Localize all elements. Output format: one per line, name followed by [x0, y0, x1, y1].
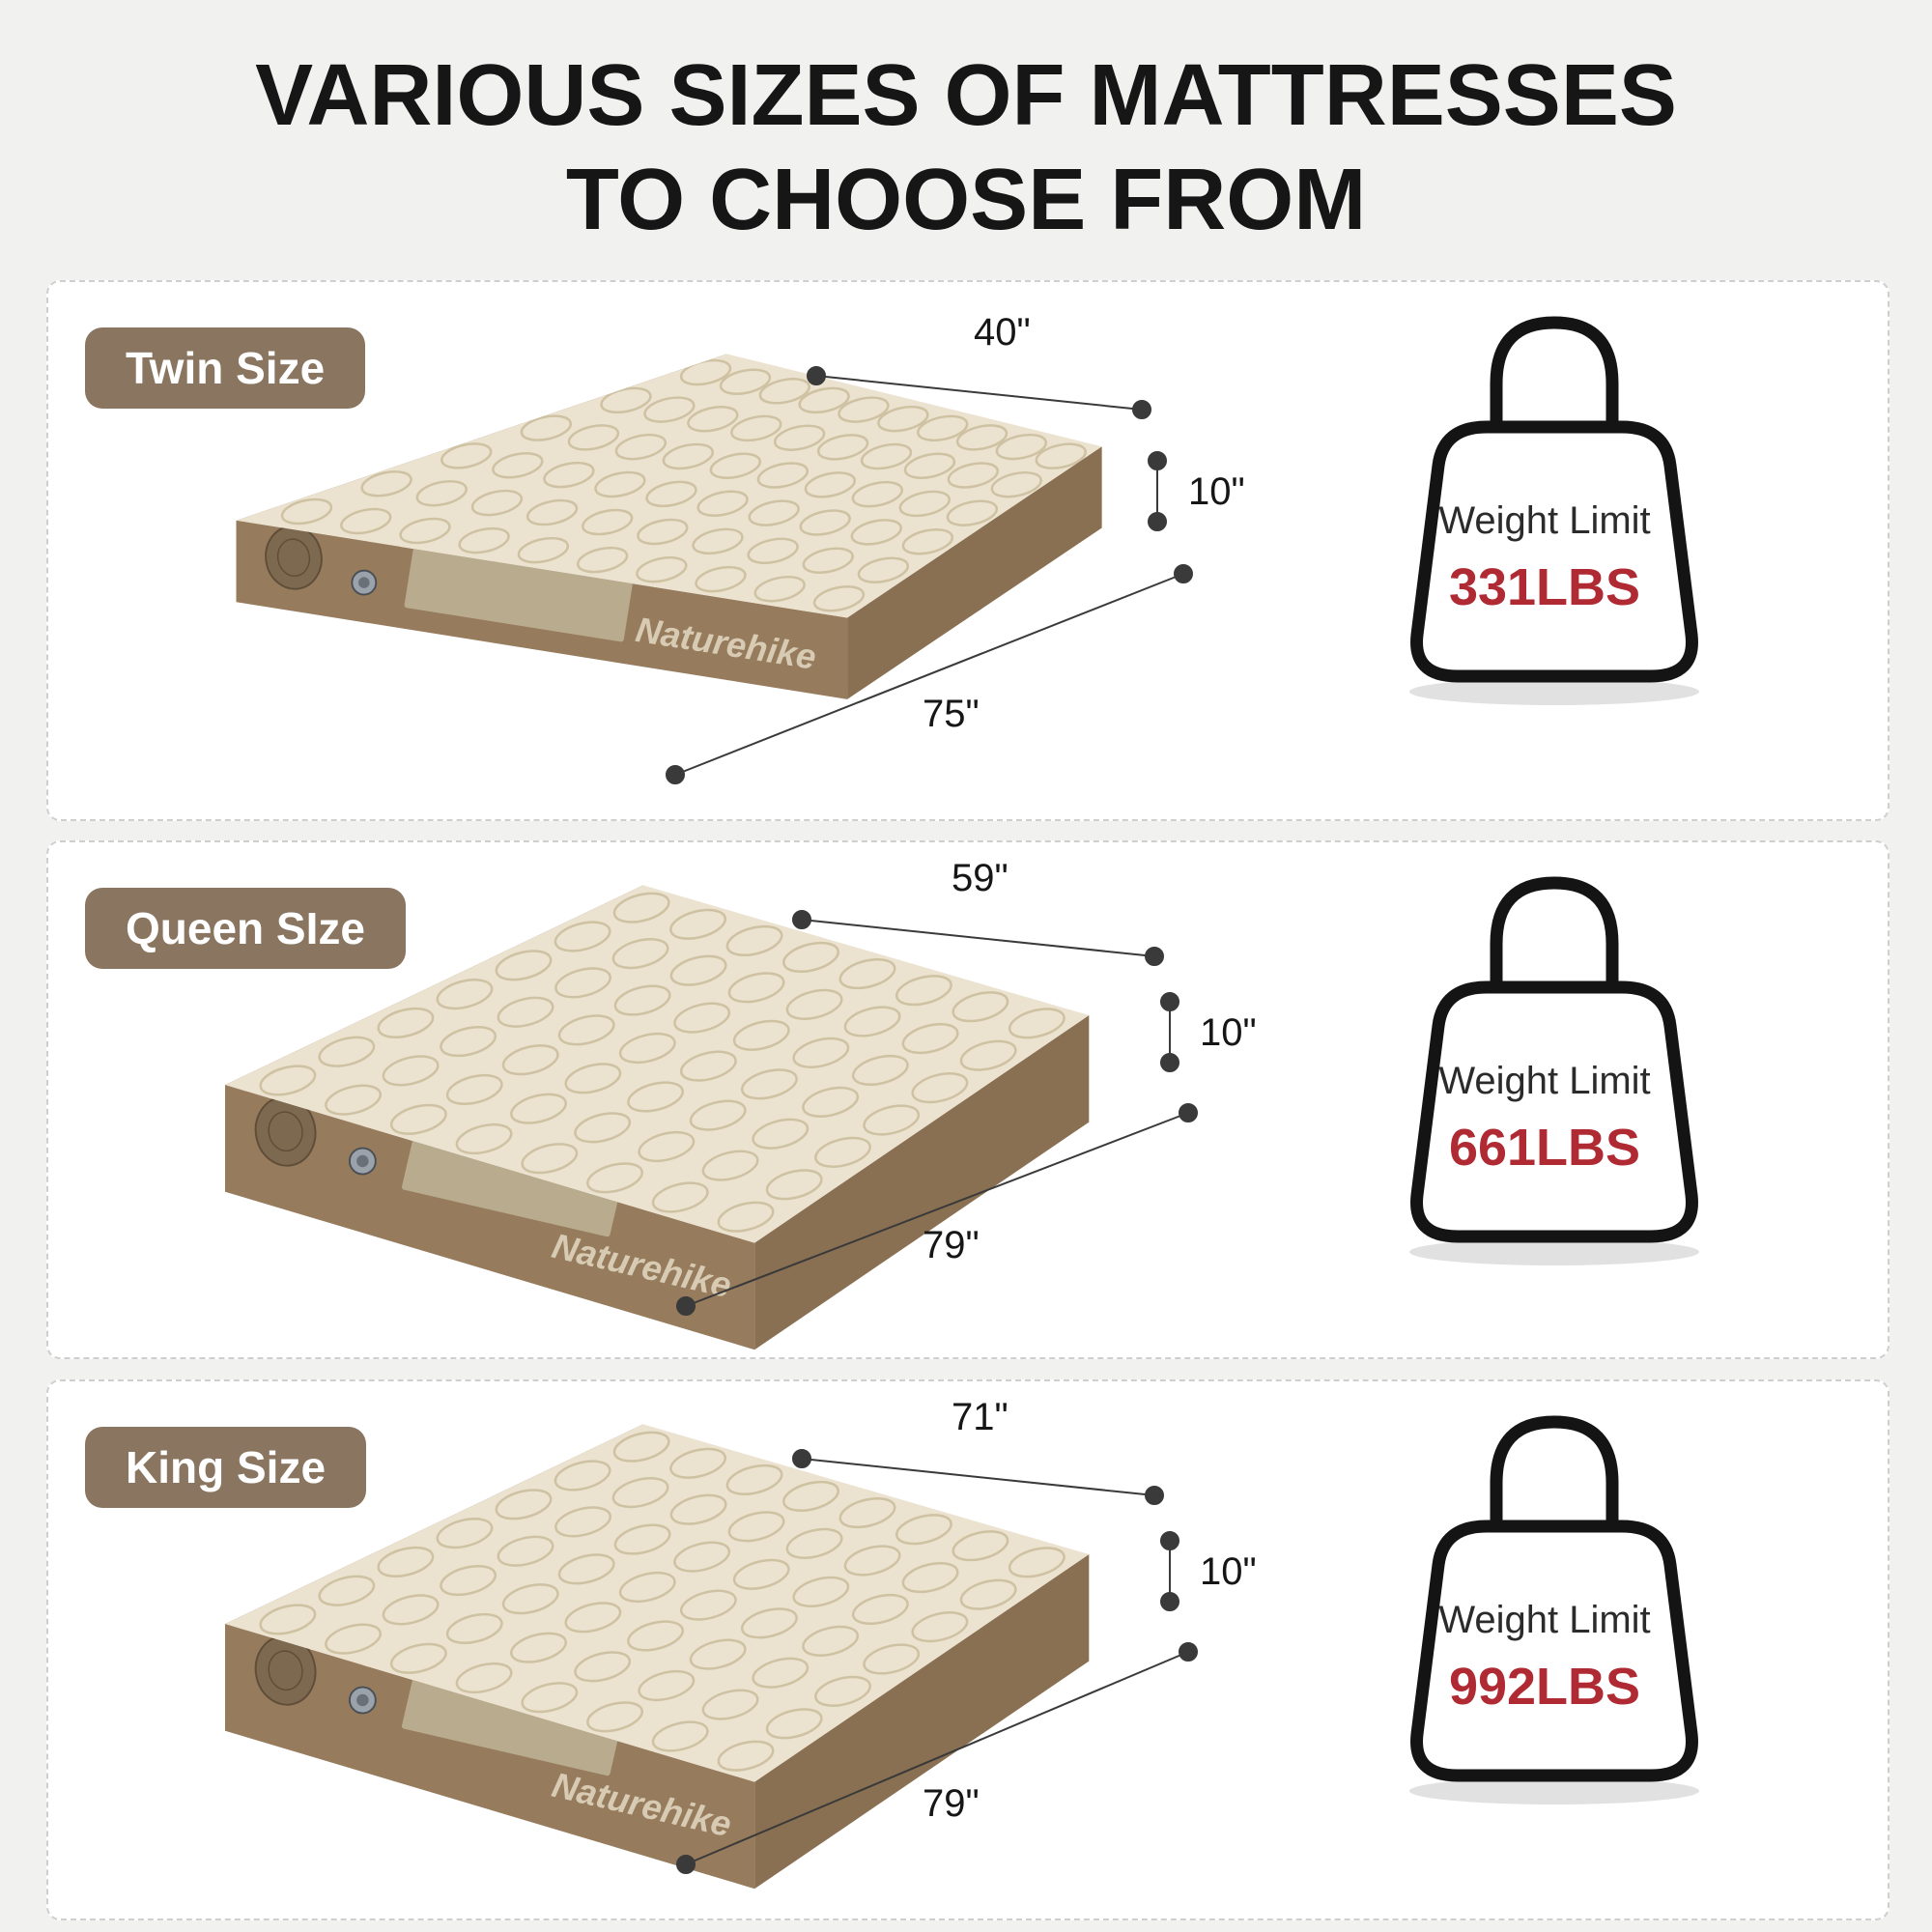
svg-text:10": 10": [1200, 1011, 1257, 1054]
svg-text:79": 79": [923, 1782, 980, 1825]
svg-text:40": 40": [974, 311, 1031, 354]
svg-text:59": 59": [952, 857, 1009, 899]
svg-text:75": 75": [923, 693, 980, 735]
svg-text:71": 71": [952, 1396, 1009, 1438]
svg-text:10": 10": [1200, 1550, 1257, 1593]
svg-text:10": 10": [1188, 470, 1245, 513]
svg-text:79": 79": [923, 1224, 980, 1266]
